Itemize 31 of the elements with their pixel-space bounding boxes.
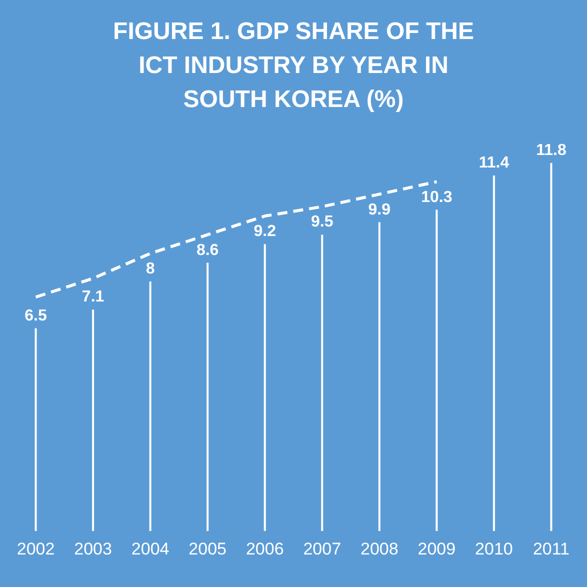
data-label: 6.5 [24,307,47,324]
bar [378,222,380,531]
data-label: 7.1 [82,288,104,306]
bar [321,234,324,531]
x-tick-label: 2008 [360,540,398,558]
data-label: 10.3 [421,188,452,206]
x-tick-label: 2009 [418,540,456,558]
bar [206,262,209,531]
data-label: 9.2 [254,223,276,240]
data-label: 8.6 [196,242,219,259]
bar [92,310,94,531]
x-tick-label: 2006 [246,540,284,558]
data-label: 8 [146,260,155,278]
data-label: 11.8 [536,142,566,159]
x-tick-label: 2004 [131,540,170,558]
x-tick-label: 2007 [303,540,342,558]
data-label: 9.5 [311,214,334,231]
bar [34,328,37,531]
chart-title: FIGURE 1. GDP SHARE OF THE ICT INDUSTRY BY YEAR IN SOUTH KOREA (%) [113,18,474,113]
bar [492,175,495,531]
bar [550,163,552,531]
bar [436,210,438,531]
data-label: 9.9 [368,201,391,218]
bar [264,244,266,531]
bar [149,282,152,531]
x-tick-label: 2010 [475,540,513,558]
x-tick-label: 2005 [188,540,227,558]
x-tick-label: 2002 [16,540,55,558]
x-tick-label: 2011 [532,540,570,558]
x-tick-label: 2003 [74,540,112,558]
data-label: 11.4 [478,154,510,172]
